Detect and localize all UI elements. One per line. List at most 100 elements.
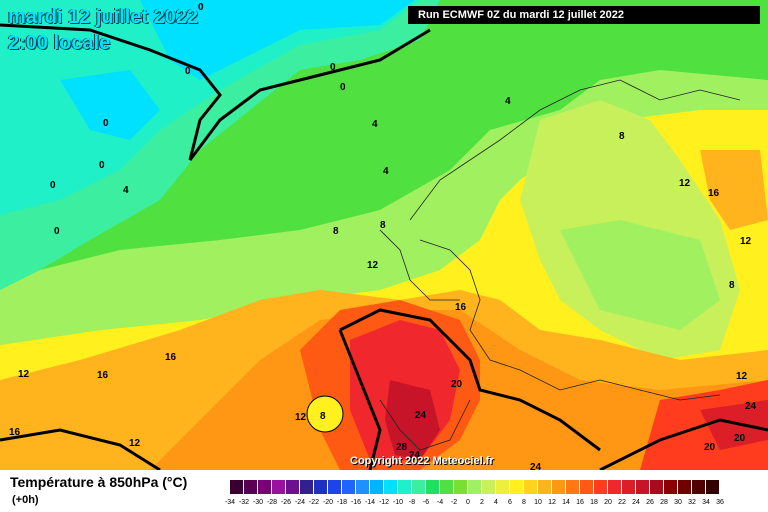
color-scale-tick: 0 [466,499,470,506]
color-swatch [328,480,342,494]
color-scale-tick: 6 [508,499,512,506]
color-scale-tick: -28 [266,499,278,506]
color-swatch [286,480,300,494]
field-cold-greenland [60,70,160,140]
contour-label: 20 [704,442,716,453]
color-swatch [538,480,552,494]
contour-label: 0 [330,62,336,73]
color-scale-tick: -10 [392,499,404,506]
field-central-europe-core [560,220,720,330]
contour-label: 16 [455,302,467,313]
color-scale-tick: 30 [674,499,682,506]
color-scale-tick: -12 [378,499,390,506]
contour-label: 4 [383,166,389,177]
contour-label: 8 [380,220,386,231]
contour-label: 12 [295,412,307,423]
color-swatch [230,480,244,494]
color-swatch [454,480,468,494]
contour-label: 4 [372,119,378,130]
color-swatch [370,480,384,494]
color-swatch [510,480,524,494]
color-swatch [468,480,482,494]
color-scale-tick: -8 [408,499,416,506]
color-scale-tick: 2 [480,499,484,506]
color-scale-tick: 22 [618,499,626,506]
color-swatch [342,480,356,494]
color-scale-ticks: -34 -32 -30 -28 -26 -24 -22 -20 -18 -16 -14 -12 -10-… [223,499,727,506]
contour-label: 20 [734,433,746,444]
field-cooler [0,0,420,215]
color-swatch [524,480,538,494]
color-scale [230,480,720,494]
contour-label: 8 [619,131,625,142]
color-swatch [496,480,510,494]
coastline-iberia [379,399,471,451]
field-peak [385,380,440,460]
color-swatch [426,480,440,494]
color-scale-tick: 36 [716,499,724,506]
contour-label: 12 [736,371,748,382]
copyright: Copyright 2022 Meteociel.fr [350,455,494,467]
color-swatch [608,480,622,494]
isotherm-cold [0,23,431,161]
color-swatch [622,480,636,494]
color-scale-tick: -26 [280,499,292,506]
contour-label: 12 [18,369,30,380]
coastline-north [409,79,741,221]
contour-label: 0 [185,66,191,77]
coastline-west [379,229,460,301]
contour-label: 20 [451,379,463,390]
color-swatch [566,480,580,494]
isotherm-hot [339,308,601,452]
color-scale-tick: -34 [224,499,236,506]
contour-label: 28 [396,442,408,453]
contour-label: 16 [97,370,109,381]
contour-label: 8 [320,411,326,422]
isotherm-southwest [0,428,161,470]
color-swatch [258,480,272,494]
contour-label: 8 [729,280,735,291]
contour-label: 12 [740,236,752,247]
color-scale-tick: -16 [350,499,362,506]
color-swatch [356,480,370,494]
contour-label: 0 [99,160,105,171]
color-scale-tick: 4 [494,499,498,506]
contour-label: 16 [708,188,720,199]
color-scale-tick: 34 [702,499,710,506]
color-scale-tick: -22 [308,499,320,506]
contour-label: 4 [123,185,129,196]
color-swatch [440,480,454,494]
color-swatch [272,480,286,494]
color-scale-tick: 12 [548,499,556,506]
contour-label: 24 [530,462,542,470]
contour-label: 8 [333,226,339,237]
color-swatch [650,480,664,494]
color-swatch [706,480,720,494]
contour-label: 16 [165,352,177,363]
color-scale-tick: 20 [604,499,612,506]
contour-labels: 0 0 0 0 0 0 0 0 4 4 4 4 8 8 8 8 8 12 12 … [9,2,757,470]
field-azores-blob [306,395,344,433]
color-scale-tick: 16 [576,499,584,506]
color-scale-tick: 28 [660,499,668,506]
contour-label: 24 [409,450,421,461]
contour-label: 0 [50,180,56,191]
color-scale-tick: -2 [450,499,458,506]
field-coldest [140,0,415,80]
color-scale-tick: 26 [646,499,654,506]
color-swatch [552,480,566,494]
isotherm-hot-west [338,329,382,470]
contour-label: 12 [129,438,141,449]
color-swatch [692,480,706,494]
color-swatch [482,480,496,494]
color-scale-tick: -30 [252,499,264,506]
color-scale-tick: 24 [632,499,640,506]
contour-label: 12 [679,178,691,189]
legend-panel: Température à 850hPa (°C) (+0h) -34 -32 -3… [0,470,768,512]
field-east-warm [700,150,768,230]
color-swatch [636,480,650,494]
color-swatch [412,480,426,494]
isotherm-east [599,418,768,470]
color-swatch [678,480,692,494]
contour-label: 0 [198,2,204,13]
